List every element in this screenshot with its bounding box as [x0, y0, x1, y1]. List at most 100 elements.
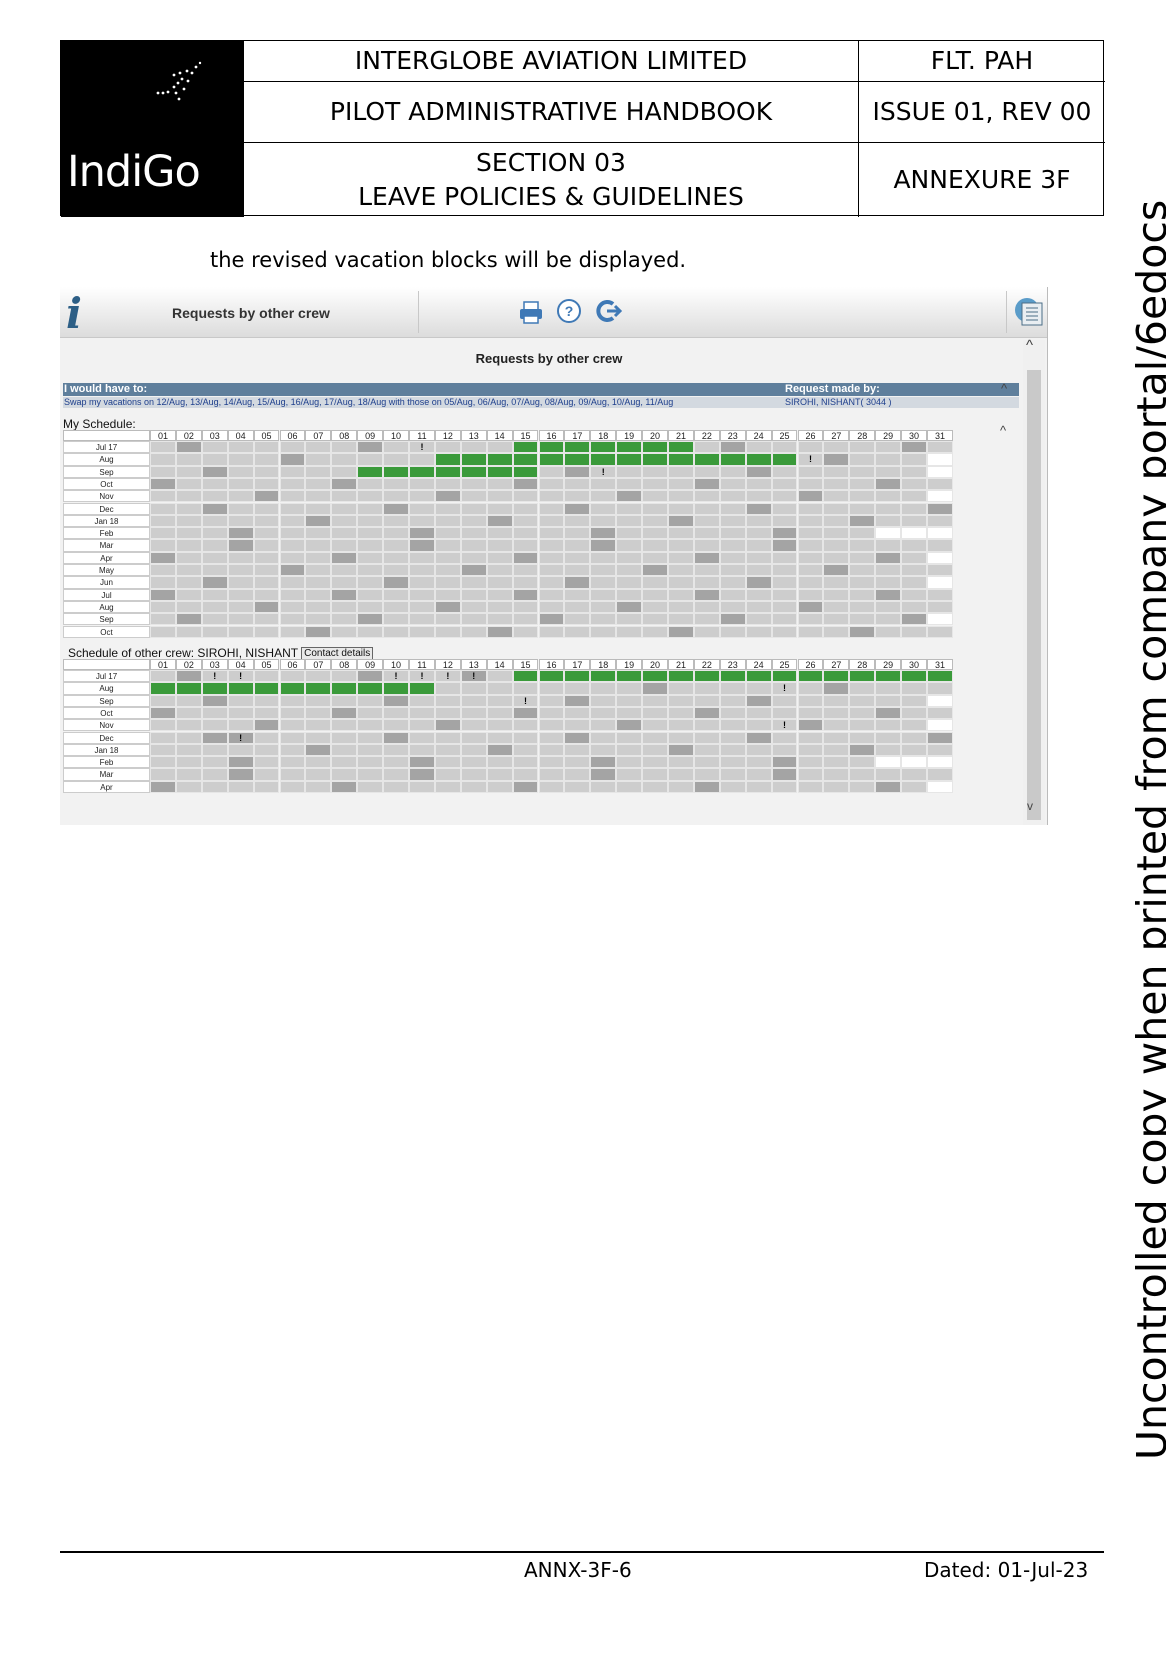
- schedule-day-cell[interactable]: [253, 694, 280, 707]
- schedule-day-cell[interactable]: [486, 477, 513, 491]
- schedule-day-cell[interactable]: [693, 670, 720, 683]
- schedule-day-cell[interactable]: [616, 527, 643, 540]
- schedule-day-cell[interactable]: [201, 527, 228, 540]
- schedule-day-cell[interactable]: [357, 613, 384, 626]
- schedule-day-cell[interactable]: [875, 706, 902, 720]
- schedule-day-cell[interactable]: [227, 502, 254, 515]
- schedule-day-cell[interactable]: [875, 502, 902, 515]
- schedule-day-cell[interactable]: [642, 780, 668, 793]
- schedule-day-cell[interactable]: [486, 441, 513, 454]
- schedule-day-cell[interactable]: [564, 768, 591, 781]
- schedule-day-cell[interactable]: [590, 706, 617, 720]
- schedule-day-cell[interactable]: [460, 743, 487, 757]
- scroll-down-arrow[interactable]: v: [1027, 799, 1033, 813]
- schedule-day-cell[interactable]: [745, 600, 772, 614]
- schedule-day-cell[interactable]: [642, 441, 668, 454]
- schedule-day-cell[interactable]: !: [383, 670, 409, 683]
- excel-icon[interactable]: [1014, 295, 1044, 329]
- schedule-day-cell[interactable]: [538, 564, 565, 577]
- schedule-day-cell[interactable]: [331, 731, 358, 744]
- schedule-day-cell[interactable]: [849, 719, 876, 732]
- schedule-day-cell[interactable]: [409, 682, 435, 695]
- schedule-day-cell[interactable]: [331, 502, 358, 515]
- schedule-day-cell[interactable]: [771, 477, 798, 491]
- schedule-day-cell[interactable]: [175, 453, 202, 466]
- schedule-day-cell[interactable]: [357, 625, 384, 638]
- schedule-day-cell[interactable]: [150, 743, 176, 757]
- schedule-day-cell[interactable]: [150, 625, 176, 638]
- schedule-day-cell[interactable]: !: [409, 670, 435, 683]
- schedule-day-cell[interactable]: [460, 768, 487, 781]
- schedule-day-cell[interactable]: [331, 564, 358, 577]
- schedule-day-cell[interactable]: [771, 539, 798, 552]
- schedule-day-cell[interactable]: [201, 743, 228, 757]
- schedule-day-cell[interactable]: [150, 564, 176, 577]
- schedule-day-cell[interactable]: [616, 465, 643, 478]
- schedule-day-cell[interactable]: [486, 490, 513, 503]
- schedule-day-cell[interactable]: [305, 780, 332, 793]
- schedule-day-cell[interactable]: [201, 719, 228, 732]
- schedule-day-cell[interactable]: [409, 613, 435, 626]
- schedule-day-cell[interactable]: [357, 682, 384, 695]
- schedule-day-cell[interactable]: [927, 780, 953, 793]
- schedule-day-cell[interactable]: [642, 502, 668, 515]
- schedule-day-cell[interactable]: [305, 441, 332, 454]
- schedule-day-cell[interactable]: [849, 527, 876, 540]
- schedule-day-cell[interactable]: [383, 600, 409, 614]
- schedule-day-cell[interactable]: [512, 551, 539, 564]
- schedule-day-cell[interactable]: [849, 756, 876, 769]
- schedule-day-cell[interactable]: [460, 527, 487, 540]
- schedule-day-cell[interactable]: [201, 477, 228, 491]
- schedule-day-cell[interactable]: [150, 731, 176, 744]
- schedule-day-cell[interactable]: [616, 490, 643, 503]
- schedule-day-cell[interactable]: [564, 780, 591, 793]
- schedule-day-cell[interactable]: [383, 441, 409, 454]
- schedule-day-cell[interactable]: [590, 502, 617, 515]
- schedule-day-cell[interactable]: [383, 625, 409, 638]
- schedule-day-cell[interactable]: [538, 453, 565, 466]
- schedule-day-cell[interactable]: [564, 756, 591, 769]
- schedule-day-cell[interactable]: [409, 625, 435, 638]
- schedule-day-cell[interactable]: [771, 694, 798, 707]
- schedule-day-cell[interactable]: [175, 502, 202, 515]
- schedule-day-cell[interactable]: [719, 465, 746, 478]
- schedule-day-cell[interactable]: [927, 670, 953, 683]
- schedule-day-cell[interactable]: [927, 477, 953, 491]
- schedule-day-cell[interactable]: [150, 670, 176, 683]
- schedule-day-cell[interactable]: [745, 527, 772, 540]
- schedule-day-cell[interactable]: [823, 670, 850, 683]
- schedule-day-cell[interactable]: [201, 453, 228, 466]
- schedule-day-cell[interactable]: [797, 625, 824, 638]
- schedule-day-cell[interactable]: [616, 706, 643, 720]
- schedule-day-cell[interactable]: [227, 465, 254, 478]
- schedule-day-cell[interactable]: [357, 768, 384, 781]
- schedule-day-cell[interactable]: [875, 490, 902, 503]
- schedule-day-cell[interactable]: [331, 682, 358, 695]
- schedule-day-cell[interactable]: [693, 780, 720, 793]
- schedule-day-cell[interactable]: [564, 670, 591, 683]
- schedule-day-cell[interactable]: [279, 539, 306, 552]
- schedule-day-cell[interactable]: [409, 465, 435, 478]
- schedule-day-cell[interactable]: [693, 576, 720, 589]
- schedule-day-cell[interactable]: [616, 576, 643, 589]
- schedule-day-cell[interactable]: !: [797, 453, 824, 466]
- schedule-day-cell[interactable]: [409, 743, 435, 757]
- schedule-day-cell[interactable]: [486, 694, 513, 707]
- schedule-day-cell[interactable]: [771, 600, 798, 614]
- schedule-day-cell[interactable]: [564, 625, 591, 638]
- schedule-day-cell[interactable]: [719, 564, 746, 577]
- schedule-day-cell[interactable]: [175, 576, 202, 589]
- schedule-day-cell[interactable]: [745, 625, 772, 638]
- schedule-day-cell[interactable]: [305, 706, 332, 720]
- schedule-day-cell[interactable]: [668, 564, 694, 577]
- schedule-day-cell[interactable]: [927, 625, 953, 638]
- schedule-day-cell[interactable]: [875, 625, 902, 638]
- schedule-day-cell[interactable]: [927, 514, 953, 528]
- schedule-day-cell[interactable]: [305, 670, 332, 683]
- schedule-day-cell[interactable]: [175, 477, 202, 491]
- schedule-day-cell[interactable]: [357, 780, 384, 793]
- schedule-day-cell[interactable]: [616, 613, 643, 626]
- schedule-day-cell[interactable]: [797, 731, 824, 744]
- schedule-day-cell[interactable]: [175, 539, 202, 552]
- schedule-day-cell[interactable]: [227, 756, 254, 769]
